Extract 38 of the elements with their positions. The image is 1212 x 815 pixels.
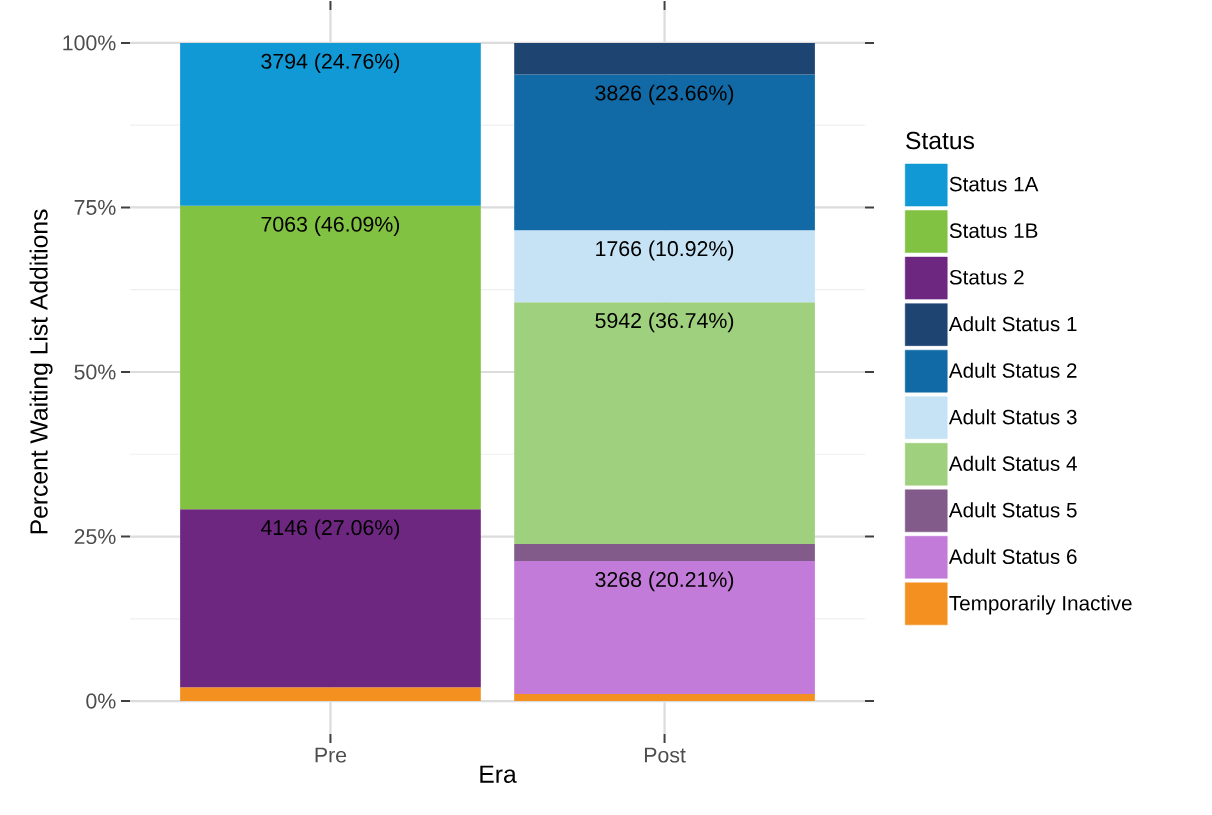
legend-label: Adult Status 6 — [948, 548, 1077, 564]
data-label: 5942 (36.74%) — [595, 312, 734, 333]
legend-label: Adult Status 3 — [948, 409, 1077, 425]
y-tick-label: 50% — [74, 364, 116, 380]
x-tick-label: Pre — [315, 747, 347, 763]
data-label: 4146 (27.06%) — [260, 519, 400, 540]
bar — [514, 302, 815, 544]
bar — [180, 687, 481, 702]
bar — [514, 74, 815, 231]
bar — [514, 543, 815, 562]
y-tick-label: 25% — [74, 528, 116, 545]
legend-label: Adult Status 5 — [948, 502, 1077, 518]
bar — [514, 230, 815, 303]
legend-label: Adult Status 4 — [948, 455, 1077, 471]
data-label: 1766 (10.92%) — [596, 240, 734, 261]
data-label: 3794 (24.76%) — [261, 53, 400, 74]
data-label: 7063 (46.09%) — [261, 216, 400, 236]
bar — [514, 561, 815, 695]
bar — [180, 205, 481, 510]
x-axis-title: Era — [480, 765, 517, 783]
y-axis-title: Percent Waiting List Additions — [29, 209, 53, 534]
legend-label: Adult Status 1 — [948, 316, 1077, 332]
data-label: 3268 (20.21%) — [595, 571, 734, 592]
y-tick-label: 0% — [86, 693, 116, 709]
legend-label: Status 2 — [949, 269, 1024, 285]
y-tick-label: 100% — [63, 35, 116, 51]
legend-label: Status 1A — [949, 176, 1039, 192]
legend-title: Status — [906, 131, 974, 150]
bar — [514, 694, 815, 702]
bar — [180, 42, 481, 206]
bar — [514, 42, 815, 75]
data-label: 3826 (23.66%) — [595, 84, 734, 105]
x-tick-label: Post — [644, 747, 686, 763]
bar — [180, 509, 481, 688]
legend-label: Adult Status 2 — [948, 362, 1077, 378]
legend-label: Status 1B — [949, 223, 1038, 238]
legend-label: Temporarily Inactive — [949, 595, 1132, 615]
y-tick-label: 75% — [74, 199, 116, 215]
